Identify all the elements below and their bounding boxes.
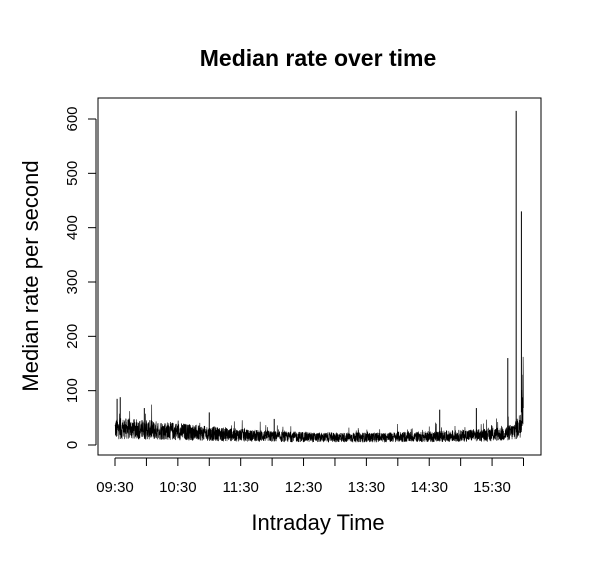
- series-layer: [114, 110, 524, 443]
- y-axis-title: Median rate per second: [18, 160, 43, 391]
- y-tick-label: 0: [64, 441, 81, 449]
- x-tick-label: 09:30: [96, 479, 134, 496]
- x-tick-label: 11:30: [222, 479, 258, 496]
- x-axis: 09:30 10:30 11:30 12:30 13:30 14:30 15:30: [96, 457, 524, 496]
- x-tick-label: 14:30: [410, 479, 448, 496]
- y-tick-label: 500: [64, 161, 81, 186]
- x-tick-label: 12:30: [285, 479, 323, 496]
- x-tick-label: 13:30: [348, 479, 386, 496]
- x-tick-label: 15:30: [473, 479, 511, 496]
- x-axis-title: Intraday Time: [251, 510, 384, 535]
- y-axis: 0 100 200 300 400 500 600: [64, 106, 97, 449]
- y-tick-label: 600: [64, 106, 81, 131]
- y-tick-label: 400: [64, 215, 81, 240]
- x-tick-label: 10:30: [159, 479, 197, 496]
- y-tick-label: 300: [64, 269, 81, 294]
- chart-title: Median rate over time: [200, 45, 436, 71]
- series-line: [114, 356, 524, 443]
- plot-box: [97, 97, 542, 456]
- y-tick-label: 200: [64, 324, 81, 349]
- y-tick-label: 100: [64, 378, 81, 403]
